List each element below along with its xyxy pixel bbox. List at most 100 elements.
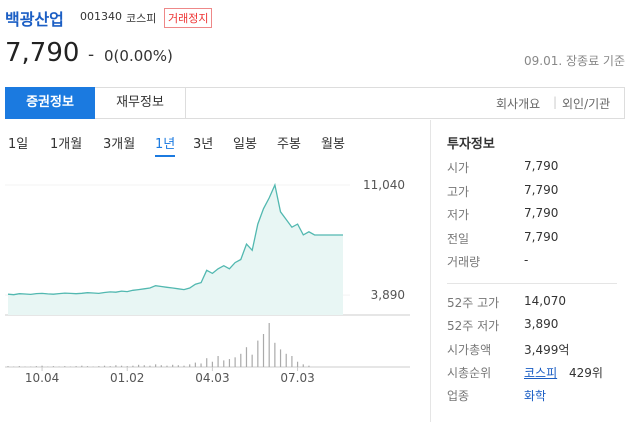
x-tick-label: 10.04 xyxy=(25,371,59,385)
period-tab[interactable]: 1년 xyxy=(155,133,176,157)
volume-bar xyxy=(160,365,162,367)
info-label: 업종 xyxy=(447,389,470,404)
link[interactable]: 회사개요 xyxy=(496,97,541,111)
info-value: 7,790 xyxy=(524,206,559,220)
volume-bar xyxy=(234,357,236,367)
info-label: 시가 xyxy=(447,161,470,175)
period-tab[interactable]: 월봉 xyxy=(321,137,345,152)
volume-bar xyxy=(120,365,123,367)
period-tab[interactable]: 3년 xyxy=(193,137,214,152)
volume-bar xyxy=(189,364,191,367)
link[interactable]: 외인/기관 xyxy=(562,97,611,111)
volume-bar xyxy=(268,323,270,367)
info-value: 7,790 xyxy=(524,159,559,173)
info-label: 시가총액 xyxy=(447,342,492,357)
volume-bar xyxy=(35,366,37,367)
chart: 11,040 3,890 10.04 01.02 04.03 07.03 xyxy=(5,178,410,385)
volume-bar xyxy=(177,365,179,367)
info-title: 투자정보 xyxy=(447,137,495,152)
divider: | xyxy=(553,95,558,109)
volume-bar xyxy=(302,364,304,367)
volume-bar xyxy=(52,366,55,367)
volume-bar xyxy=(149,365,151,367)
volume-bar xyxy=(155,364,157,367)
tab[interactable]: 재무정보 xyxy=(95,87,186,119)
volume-bar xyxy=(143,365,145,367)
info-label: 52주 고가 xyxy=(447,296,500,310)
volume-bar xyxy=(172,364,174,367)
volume-bar xyxy=(166,365,168,367)
info-value: - xyxy=(524,253,529,267)
y-tick-label: 3,890 xyxy=(371,288,405,302)
volume-bar xyxy=(81,365,83,367)
volume-bar xyxy=(308,365,310,367)
volume-bar xyxy=(115,365,117,367)
period-tab[interactable]: 주봉 xyxy=(277,137,301,152)
info-label: 52주 저가 xyxy=(447,319,500,334)
volume-bar xyxy=(18,366,20,367)
divider xyxy=(430,120,431,422)
info-value[interactable]: 화학 xyxy=(524,389,547,404)
volume-bar xyxy=(98,366,100,367)
market: 코스피 xyxy=(126,12,157,25)
stock-name[interactable]: 백광산업 xyxy=(5,10,64,29)
volume-bar xyxy=(194,362,196,367)
period-tab[interactable]: 3개월 xyxy=(103,137,136,152)
volume-bar xyxy=(245,347,248,367)
period-tab[interactable]: 1개월 xyxy=(50,137,83,152)
status-badge: 거래정지 xyxy=(164,8,213,28)
volume-bar xyxy=(217,356,219,367)
volume-bar xyxy=(132,365,134,367)
volume-bar xyxy=(223,360,225,367)
volume-bar xyxy=(64,366,66,367)
volume-bar xyxy=(7,366,9,367)
volume-bar xyxy=(211,361,214,367)
info-value[interactable]: 코스피 xyxy=(524,365,558,380)
info-label: 저가 xyxy=(447,208,470,222)
x-tick-label: 04.03 xyxy=(195,371,229,385)
divider xyxy=(447,283,617,284)
volume-bar xyxy=(183,365,185,367)
volume-bar xyxy=(137,364,140,367)
volume-bar xyxy=(126,366,128,367)
period-tab[interactable]: 1일 xyxy=(8,137,29,152)
info-value: 14,070 xyxy=(524,294,566,308)
volume-bar xyxy=(274,342,276,367)
volume-bar xyxy=(200,363,202,367)
info-label: 시총순위 xyxy=(447,365,492,380)
info-label: 전일 xyxy=(447,231,470,246)
y-tick-label: 11,040 xyxy=(363,178,405,192)
as-of: 09.01. 장종료 기준 xyxy=(524,54,625,68)
info-value: 3,890 xyxy=(524,317,559,332)
change: 0(0.00%) xyxy=(104,47,173,65)
stock-code: 001340 xyxy=(80,10,122,23)
x-tick-label: 07.03 xyxy=(280,371,314,385)
area xyxy=(8,185,343,315)
volume-bar xyxy=(41,365,43,367)
price-line xyxy=(7,182,343,296)
volume-bar xyxy=(206,358,208,367)
volume-bar xyxy=(279,349,282,367)
volume-bar xyxy=(251,354,253,367)
info-value: 3,499억 xyxy=(524,342,570,357)
volume-bar xyxy=(75,366,77,367)
tab[interactable]: 증권정보 xyxy=(5,87,95,119)
volume-bar xyxy=(285,353,287,367)
current-price: 7,790 xyxy=(5,38,80,68)
volume-bar xyxy=(291,356,293,367)
volume-bar xyxy=(262,334,265,367)
volume-bar xyxy=(103,365,106,367)
info-label: 거래량 xyxy=(447,255,481,269)
info-value: 7,790 xyxy=(524,229,559,244)
volume-bar xyxy=(86,366,89,367)
volume-bar xyxy=(257,340,259,367)
info-value: 429위 xyxy=(569,365,603,380)
info-value: 7,790 xyxy=(524,182,559,197)
info-label: 고가 xyxy=(447,184,470,199)
volume-bar xyxy=(109,366,111,367)
volume-bar xyxy=(228,359,231,367)
volume-bar xyxy=(240,353,242,367)
period-tab[interactable]: 일봉 xyxy=(233,137,257,152)
volume-bar xyxy=(296,361,299,367)
